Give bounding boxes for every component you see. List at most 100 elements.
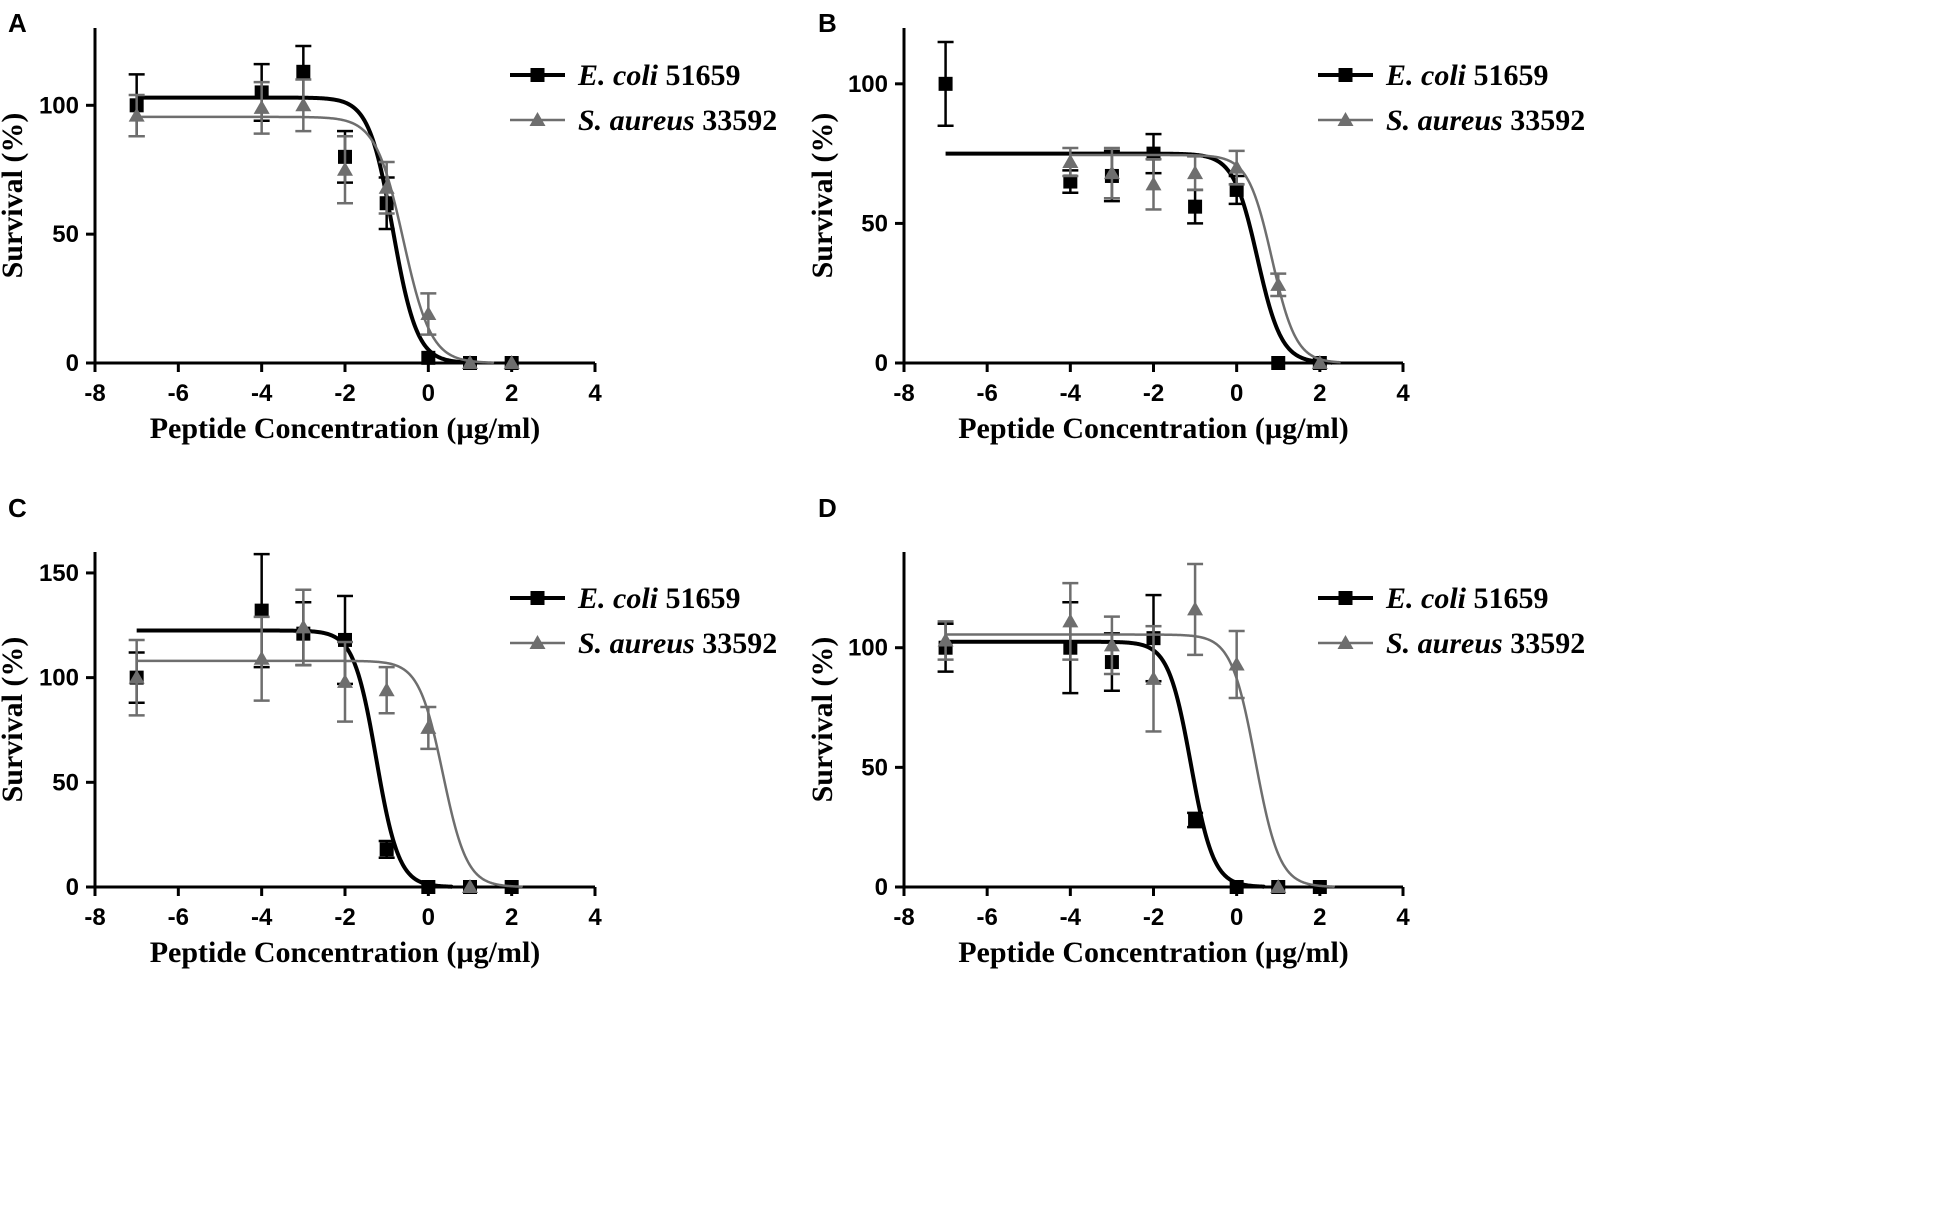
x-tick-label: -6: [976, 380, 997, 407]
legend-label: S. aureus 33592: [1386, 627, 1585, 660]
legend-space: [1503, 104, 1511, 137]
x-tick-label: -2: [334, 380, 355, 407]
y-tick-label: 0: [875, 350, 888, 377]
legend-entry: S. aureus 33592: [1318, 627, 1585, 660]
series-e-coli: [128, 44, 519, 370]
series-e-coli: [937, 593, 1327, 894]
panel-b: B -8 -6 -4 -2 0 2 4 0 50 100 Peptide Concentration …: [806, 8, 1585, 445]
fit-curve: [945, 639, 1266, 889]
y-tick-label: 100: [39, 92, 79, 119]
y-tick-label: 100: [848, 71, 888, 98]
data-point-triangle: [1103, 637, 1120, 652]
y-tick-label: 150: [39, 560, 79, 587]
data-point-triangle: [1187, 601, 1204, 616]
x-tick-label: -2: [334, 904, 355, 931]
fit-curve: [136, 95, 473, 365]
data-point-square: [296, 64, 311, 79]
y-tick-label: 50: [861, 210, 888, 237]
legend-species: E. coli: [1385, 582, 1467, 615]
data-point-triangle: [253, 650, 270, 665]
legend-entry: E. coli 51659: [1318, 582, 1549, 615]
legend-marker-square: [1338, 591, 1353, 605]
data-point-square: [1229, 880, 1244, 894]
x-tick-label: 4: [1396, 904, 1410, 931]
x-tick-label: 2: [1313, 380, 1326, 407]
legend-label: S. aureus 33592: [1386, 104, 1585, 137]
data-point-triangle: [1270, 879, 1287, 893]
legend-strain: 51659: [666, 582, 741, 615]
x-tick-label: 2: [505, 904, 518, 931]
x-tick-label: -4: [251, 904, 273, 931]
data-point-triangle: [128, 107, 145, 122]
panel-label: B: [818, 8, 837, 38]
panel-label: D: [818, 493, 837, 523]
data-point-triangle: [420, 719, 437, 734]
legend-strain: 51659: [666, 59, 741, 92]
x-tick-label: 0: [422, 380, 435, 407]
legend-entry: S. aureus 33592: [1318, 104, 1585, 137]
legend-marker-square: [530, 68, 545, 82]
x-tick-label: -6: [976, 904, 997, 931]
legend-strain: 33592: [702, 104, 777, 137]
legend-space: [658, 582, 666, 615]
data-point-triangle: [462, 355, 478, 369]
data-point-triangle: [1062, 154, 1079, 168]
panel-c: C -8 -6 -4 -2 0 2 4 0 50 100 150 Peptide Concentrati…: [0, 493, 777, 969]
data-point-triangle: [1145, 176, 1162, 191]
data-point-triangle: [378, 682, 395, 697]
legend-label: E. coli 51659: [577, 59, 741, 92]
legend-species: S. aureus: [1386, 104, 1503, 137]
x-tick-label: -6: [168, 904, 189, 931]
x-tick-label: 4: [588, 904, 602, 931]
panel-a: A -8 -6 -4 -2 0 2 4 0 50 100 Peptide Concentration …: [0, 8, 777, 445]
data-point-square: [1063, 174, 1078, 189]
data-point-triangle: [1103, 165, 1120, 180]
data-point-triangle: [378, 179, 395, 194]
x-tick-label: -4: [1060, 380, 1082, 407]
legend-space: [1466, 59, 1474, 92]
legend-strain: 33592: [1510, 627, 1585, 660]
x-axis-title: Peptide Concentration (µg/ml): [958, 412, 1349, 445]
data-point-triangle: [1228, 656, 1245, 671]
data-point-square: [379, 842, 394, 857]
x-tick-label: 0: [422, 904, 435, 931]
data-point-square: [254, 603, 269, 618]
x-tick-label: -6: [168, 380, 189, 407]
data-point-square: [1146, 146, 1161, 161]
legend-marker-square: [1338, 68, 1353, 82]
y-tick-label: 0: [66, 874, 79, 901]
x-tick-label: -4: [251, 380, 273, 407]
y-axis-title: Survival (%): [0, 113, 29, 279]
legend-space: [1466, 582, 1474, 615]
data-point-square: [1229, 182, 1244, 197]
data-point-triangle: [295, 97, 312, 112]
fit-curve: [945, 633, 1336, 889]
data-point-triangle: [337, 673, 353, 688]
legend-label: E. coli 51659: [1385, 59, 1549, 92]
series-s-aureus: [937, 562, 1336, 893]
series-s-aureus: [128, 78, 520, 369]
legend-species: S. aureus: [578, 627, 695, 660]
data-point-square: [1188, 813, 1203, 827]
data-point-triangle: [503, 355, 520, 369]
data-point-triangle: [1311, 355, 1328, 369]
x-tick-label: 4: [588, 380, 602, 407]
legend-label: E. coli 51659: [577, 582, 741, 615]
fit-curve: [945, 151, 1334, 365]
data-point-square: [421, 880, 436, 894]
legend-species: E. coli: [1385, 59, 1467, 92]
data-point-square: [338, 632, 352, 647]
data-point-square: [421, 350, 436, 365]
legend-strain: 33592: [1510, 104, 1585, 137]
data-point-triangle: [1145, 670, 1162, 685]
legend-species: S. aureus: [1386, 627, 1503, 660]
data-point-triangle: [1228, 159, 1245, 174]
legend-strain: 51659: [1474, 582, 1549, 615]
legend-marker-triangle: [1337, 635, 1354, 649]
panel-label: C: [8, 493, 27, 523]
x-tick-label: -2: [1143, 904, 1164, 931]
x-tick-label: -4: [1060, 904, 1082, 931]
x-tick-label: 4: [1396, 380, 1410, 407]
legend-label: S. aureus 33592: [578, 627, 777, 660]
